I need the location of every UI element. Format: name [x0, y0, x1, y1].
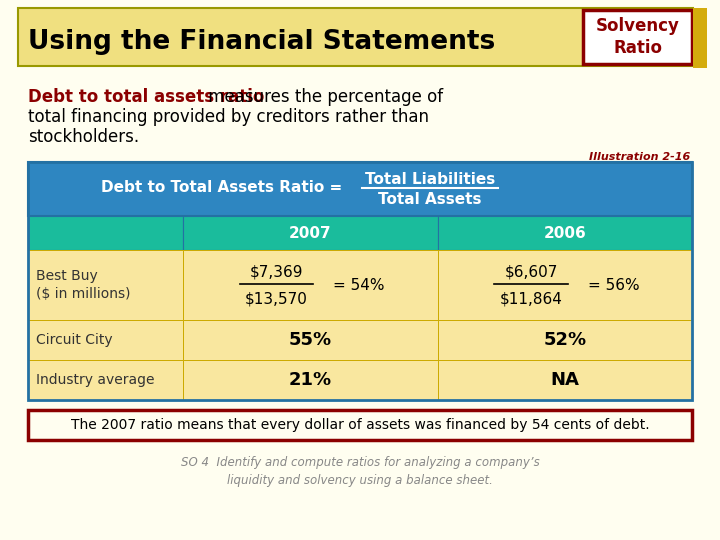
Text: $13,570: $13,570	[245, 292, 308, 307]
Text: $11,864: $11,864	[500, 292, 562, 307]
Text: 55%: 55%	[289, 331, 332, 349]
Text: $6,607: $6,607	[504, 265, 558, 280]
Bar	[183, 216, 438, 250]
Bar	[583, 10, 692, 64]
Text: stockholders.: stockholders.	[28, 128, 139, 146]
Bar	[28, 410, 692, 440]
Bar	[183, 320, 438, 360]
Text: 2007: 2007	[289, 226, 332, 240]
Text: The 2007 ratio means that every dollar of assets was financed by 54 cents of deb: The 2007 ratio means that every dollar o…	[71, 418, 649, 432]
Text: Using the Financial Statements: Using the Financial Statements	[28, 29, 495, 55]
Bar	[693, 8, 707, 68]
Bar	[28, 162, 692, 400]
Bar	[28, 216, 183, 250]
Text: 21%: 21%	[289, 371, 332, 389]
Bar	[438, 216, 692, 250]
Bar	[438, 250, 692, 320]
Text: Circuit City: Circuit City	[35, 333, 112, 347]
Bar	[18, 8, 693, 66]
Text: Total Liabilities: Total Liabilities	[365, 172, 495, 186]
Bar	[183, 250, 438, 320]
Text: Debt to total assets ratio: Debt to total assets ratio	[28, 88, 264, 106]
Text: 2006: 2006	[544, 226, 586, 240]
Text: NA: NA	[551, 371, 580, 389]
Text: measures the percentage of: measures the percentage of	[202, 88, 443, 106]
Bar	[438, 360, 692, 400]
Text: Illustration 2-16: Illustration 2-16	[589, 152, 690, 162]
Text: total financing provided by creditors rather than: total financing provided by creditors ra…	[28, 108, 429, 126]
Text: = 56%: = 56%	[588, 278, 639, 293]
Bar	[183, 360, 438, 400]
Bar	[438, 320, 692, 360]
Text: = 54%: = 54%	[333, 278, 384, 293]
Text: Industry average: Industry average	[35, 373, 154, 387]
Bar	[28, 162, 692, 216]
Text: SO 4  Identify and compute ratios for analyzing a company’s
liquidity and solven: SO 4 Identify and compute ratios for ana…	[181, 456, 539, 487]
Bar	[28, 250, 183, 320]
Text: Solvency
Ratio: Solvency Ratio	[596, 17, 680, 57]
Text: Debt to Total Assets Ratio =: Debt to Total Assets Ratio =	[102, 179, 343, 194]
Text: Total Assets: Total Assets	[378, 192, 482, 207]
Text: $7,369: $7,369	[250, 265, 303, 280]
Bar	[28, 320, 183, 360]
Text: Best Buy
($ in millions): Best Buy ($ in millions)	[35, 269, 130, 301]
Bar	[28, 360, 183, 400]
Text: 52%: 52%	[544, 331, 587, 349]
